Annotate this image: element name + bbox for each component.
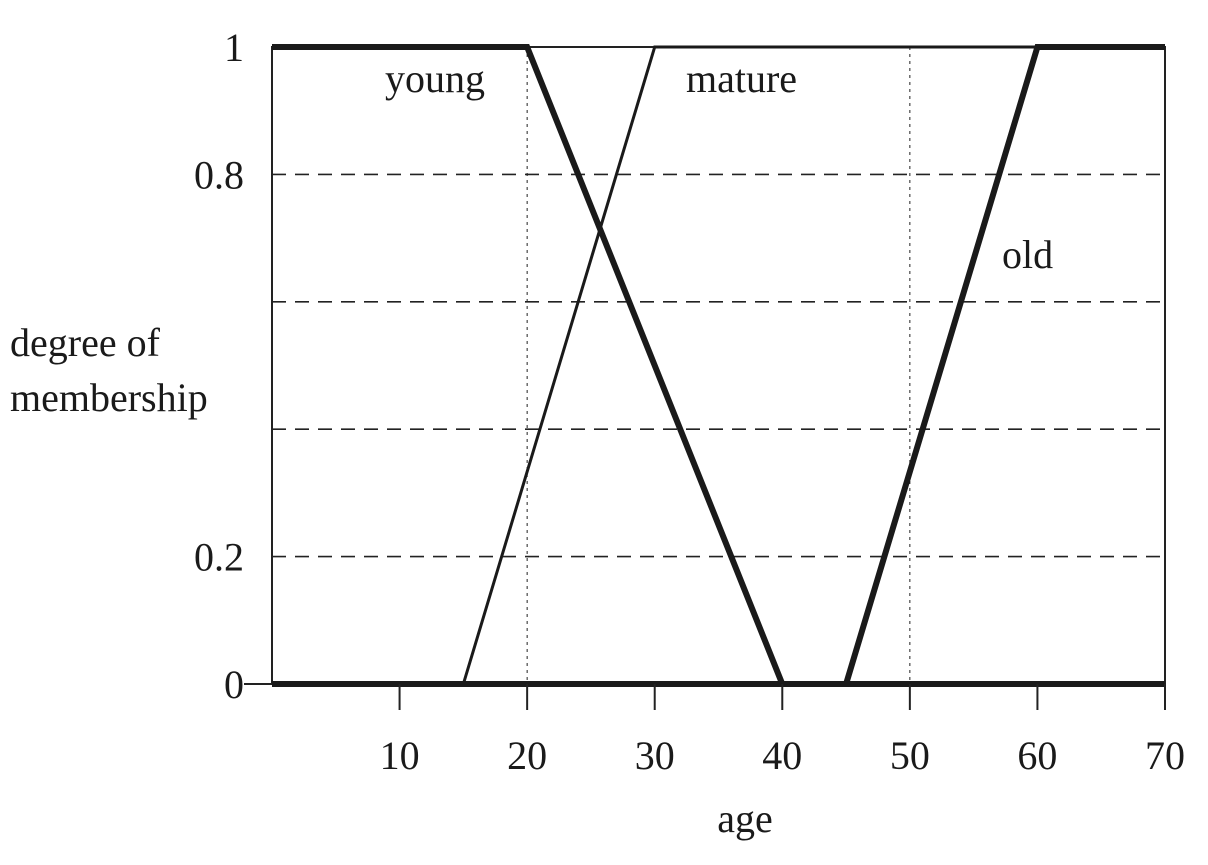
y-tick-label-0.2: 0.2 xyxy=(194,535,244,580)
x-tick-label-70: 70 xyxy=(1145,733,1185,778)
x-tick-label-60: 60 xyxy=(1017,733,1057,778)
x-tick-label-10: 10 xyxy=(380,733,420,778)
tick-layer: 10 20 30 40 50 60 70 0 0.2 0.8 1 xyxy=(194,25,1185,778)
y-axis-title-line-1: degree of xyxy=(10,320,161,365)
label-layer: young mature old xyxy=(385,56,1053,277)
y-tick-label-0.8: 0.8 xyxy=(194,152,244,197)
y-tick-label-1: 1 xyxy=(224,25,244,70)
x-tick-label-20: 20 xyxy=(507,733,547,778)
series-label-young: young xyxy=(385,56,485,101)
series-layer xyxy=(272,44,1165,687)
series-label-mature: mature xyxy=(686,56,797,101)
series-line-mature xyxy=(461,45,1165,685)
series-line-old xyxy=(272,44,1165,687)
plot-frame xyxy=(271,46,1166,685)
x-tick-label-50: 50 xyxy=(890,733,930,778)
x-axis-title: age xyxy=(717,796,773,841)
x-tick-label-40: 40 xyxy=(762,733,802,778)
grid-layer xyxy=(272,46,1165,684)
series-line-young xyxy=(272,44,1165,687)
y-axis-title-line-2: membership xyxy=(10,375,208,420)
series-label-old: old xyxy=(1002,232,1053,277)
y-tick-label-0: 0 xyxy=(224,662,244,707)
x-tick-label-30: 30 xyxy=(635,733,675,778)
